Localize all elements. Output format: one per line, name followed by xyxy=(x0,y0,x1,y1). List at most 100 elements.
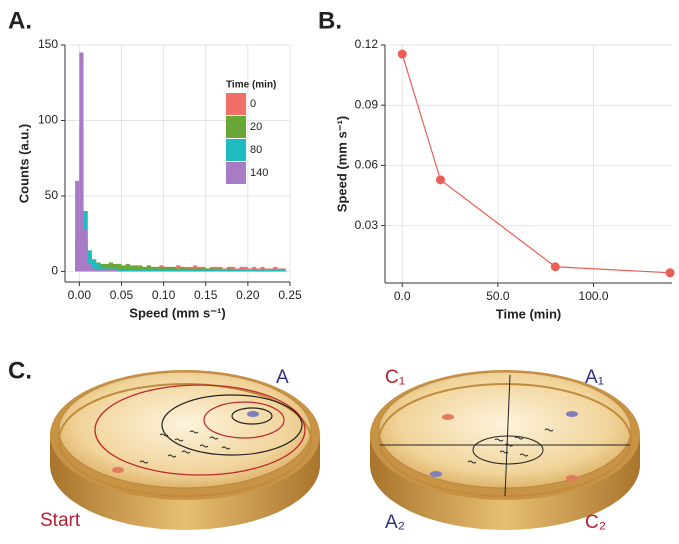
histogram-bar xyxy=(214,269,219,272)
histogram-bar xyxy=(121,269,126,272)
histogram-bar xyxy=(172,266,177,272)
x-tick-label: 0.00 xyxy=(68,288,92,302)
petri-dish xyxy=(50,370,320,530)
diagram-label: A₁ xyxy=(585,367,604,388)
histogram-bar xyxy=(142,269,147,272)
histogram-bar xyxy=(243,266,248,272)
histogram-bar xyxy=(193,269,198,272)
histogram-bar xyxy=(91,259,97,272)
histogram-bar xyxy=(281,269,286,272)
histogram-bar xyxy=(96,269,101,272)
x-tick-label: 0.15 xyxy=(194,288,218,302)
x-tick-label: 0.05 xyxy=(110,288,134,302)
plot-area xyxy=(65,45,290,282)
legend-label: 140 xyxy=(250,167,268,179)
y-tick-label: 0.09 xyxy=(355,97,379,111)
histogram-bar xyxy=(79,52,84,272)
histogram-bar xyxy=(172,269,177,272)
y-axis-label: Speed (mm s⁻¹) xyxy=(334,116,349,212)
x-tick-label: 50.0 xyxy=(486,289,510,303)
histogram-bar xyxy=(134,265,139,272)
histogram-bar xyxy=(104,269,109,272)
histogram-bar xyxy=(184,269,189,272)
histogram-bar xyxy=(222,269,227,272)
histogram-bar xyxy=(252,266,257,272)
histogram-bar xyxy=(87,263,92,272)
y-tick-label: 0.12 xyxy=(355,37,379,51)
histogram-bar xyxy=(104,263,109,272)
diagram-label: Start xyxy=(40,510,81,531)
histogram-bar xyxy=(268,269,274,272)
histogram-bar xyxy=(252,269,257,272)
x-tick-label: 0.10 xyxy=(152,288,176,302)
histogram-bar xyxy=(150,266,156,272)
histogram-bar xyxy=(243,269,248,272)
histogram-bar xyxy=(235,269,240,272)
point xyxy=(397,49,407,59)
x-axis-label: Time (min) xyxy=(496,306,562,321)
point xyxy=(435,175,445,185)
x-axis-label: Speed (mm s⁻¹) xyxy=(129,305,225,320)
point xyxy=(665,268,675,278)
histogram-bar xyxy=(146,265,151,272)
diagram-label: A xyxy=(276,367,289,388)
histogram-bar xyxy=(209,269,215,272)
histogram-bar xyxy=(146,269,151,272)
histogram-bar xyxy=(113,269,118,272)
histogram-bar xyxy=(231,269,236,272)
histogram-bar xyxy=(197,269,202,272)
panel-label: C. xyxy=(8,357,32,384)
y-tick-label: 100 xyxy=(38,113,58,127)
histogram-bar xyxy=(121,265,126,272)
histogram-bar xyxy=(188,269,194,272)
histogram-bar xyxy=(91,268,97,272)
histogram-bar xyxy=(218,269,223,272)
histogram-bar xyxy=(167,269,173,272)
histogram-bar xyxy=(159,266,164,272)
histogram-bar xyxy=(83,229,88,272)
histogram-bar xyxy=(125,269,130,272)
x-tick-label: 0.20 xyxy=(236,288,260,302)
histogram-bar xyxy=(201,269,206,272)
histogram-bar xyxy=(87,250,92,272)
histogram-bar xyxy=(96,263,101,272)
histogram-bar xyxy=(75,180,80,272)
histogram-bar xyxy=(180,269,185,272)
histogram-bar xyxy=(167,266,173,272)
histogram-bar xyxy=(142,266,147,272)
histogram-bar xyxy=(256,269,261,272)
legend-label: 20 xyxy=(250,121,262,133)
histogram-bar xyxy=(125,263,130,272)
histogram-bar xyxy=(231,266,236,272)
panel-label: A. xyxy=(8,7,32,34)
histogram-bar xyxy=(260,269,265,272)
legend-label: 80 xyxy=(250,144,262,156)
legend-swatch xyxy=(226,139,246,161)
histogram-bar xyxy=(205,269,210,272)
x-tick-label: 0.0 xyxy=(394,289,411,303)
histogram-bar xyxy=(264,269,269,272)
histogram-bar xyxy=(108,262,114,272)
y-tick-label: 0.03 xyxy=(355,218,379,232)
histogram-bar xyxy=(273,266,278,272)
y-tick-label: 0.06 xyxy=(355,158,379,172)
x-tick-label: 0.25 xyxy=(278,288,302,302)
x-tick-label: 100.0 xyxy=(579,289,609,303)
point xyxy=(550,262,560,272)
petri-dish xyxy=(370,370,640,530)
histogram-bar xyxy=(117,269,122,272)
histogram-bar xyxy=(163,269,168,272)
histogram-bar xyxy=(108,269,114,272)
line xyxy=(401,53,671,274)
diagram-label: C₂ xyxy=(585,512,606,533)
diagram-label: A₂ xyxy=(385,512,405,533)
histogram-bar xyxy=(117,263,122,272)
histogram-bar xyxy=(100,266,105,272)
histogram-bar xyxy=(277,269,282,272)
diagram-label: C₁ xyxy=(385,367,405,388)
legend-title: Time (min) xyxy=(226,80,276,91)
legend-label: 0 xyxy=(250,98,256,110)
histogram-bar xyxy=(163,266,168,272)
histogram-bar xyxy=(239,269,244,272)
